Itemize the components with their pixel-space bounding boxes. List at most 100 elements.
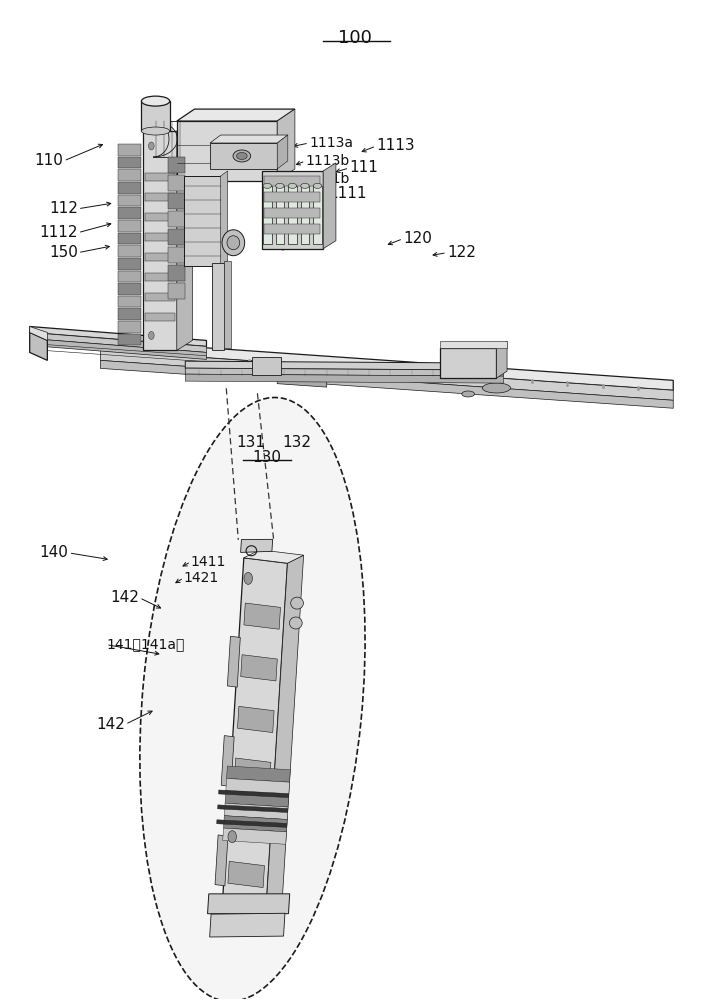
Text: 140: 140	[40, 545, 69, 560]
Circle shape	[148, 142, 154, 150]
Ellipse shape	[227, 236, 240, 250]
Polygon shape	[168, 265, 185, 281]
Polygon shape	[219, 790, 289, 798]
Polygon shape	[265, 176, 320, 186]
Ellipse shape	[290, 617, 302, 629]
Ellipse shape	[482, 383, 510, 393]
Polygon shape	[143, 131, 177, 350]
Polygon shape	[207, 894, 290, 914]
Polygon shape	[244, 550, 304, 563]
Text: 132: 132	[282, 435, 311, 450]
Ellipse shape	[290, 597, 303, 609]
Text: 100: 100	[338, 29, 372, 47]
Polygon shape	[226, 778, 290, 795]
Polygon shape	[168, 211, 185, 227]
Polygon shape	[222, 558, 288, 916]
Polygon shape	[145, 193, 175, 201]
Polygon shape	[253, 357, 280, 375]
Text: 200: 200	[300, 220, 329, 235]
Polygon shape	[100, 360, 673, 408]
Text: 130: 130	[252, 450, 281, 465]
Polygon shape	[177, 109, 295, 121]
Polygon shape	[228, 861, 265, 888]
Polygon shape	[168, 229, 185, 245]
Polygon shape	[231, 810, 268, 836]
Polygon shape	[30, 338, 207, 359]
Polygon shape	[301, 186, 310, 244]
Circle shape	[244, 572, 253, 584]
Text: 142: 142	[111, 590, 139, 605]
Polygon shape	[118, 157, 141, 168]
Polygon shape	[168, 157, 185, 173]
Text: 1113: 1113	[376, 138, 415, 153]
Ellipse shape	[313, 183, 322, 188]
Circle shape	[148, 331, 154, 339]
Polygon shape	[227, 636, 240, 687]
Polygon shape	[185, 361, 503, 370]
Polygon shape	[262, 171, 323, 249]
Polygon shape	[221, 171, 228, 266]
Ellipse shape	[222, 230, 245, 256]
Polygon shape	[145, 313, 175, 320]
Polygon shape	[30, 332, 207, 352]
Polygon shape	[30, 332, 48, 360]
Text: 120: 120	[403, 231, 432, 246]
Polygon shape	[224, 803, 288, 819]
Polygon shape	[238, 706, 274, 733]
Polygon shape	[185, 374, 503, 383]
Text: 1112: 1112	[39, 225, 78, 240]
Polygon shape	[225, 791, 289, 807]
Polygon shape	[277, 135, 288, 169]
Polygon shape	[265, 224, 320, 234]
Polygon shape	[224, 816, 288, 832]
Polygon shape	[263, 186, 271, 244]
Ellipse shape	[233, 150, 251, 162]
Polygon shape	[277, 369, 327, 387]
Polygon shape	[209, 913, 285, 937]
Polygon shape	[234, 758, 271, 784]
Polygon shape	[241, 655, 278, 681]
Text: 1411: 1411	[191, 555, 226, 569]
Text: 131: 131	[236, 435, 265, 450]
Polygon shape	[118, 195, 141, 206]
Text: 110: 110	[35, 153, 64, 168]
Polygon shape	[440, 348, 496, 378]
Polygon shape	[118, 258, 141, 270]
Polygon shape	[145, 233, 175, 241]
Text: 1421: 1421	[184, 571, 219, 585]
Text: 122: 122	[447, 245, 476, 260]
Polygon shape	[118, 169, 141, 181]
Polygon shape	[323, 163, 336, 249]
Polygon shape	[118, 245, 141, 257]
Polygon shape	[244, 603, 280, 629]
Polygon shape	[118, 182, 141, 194]
Polygon shape	[210, 143, 277, 169]
Polygon shape	[145, 213, 175, 221]
Polygon shape	[226, 766, 290, 782]
Text: 1113b: 1113b	[305, 154, 350, 168]
Polygon shape	[145, 253, 175, 261]
Polygon shape	[118, 233, 141, 244]
Ellipse shape	[301, 183, 310, 188]
Polygon shape	[440, 341, 507, 348]
Text: 113: 113	[210, 138, 239, 153]
Polygon shape	[313, 186, 322, 244]
Ellipse shape	[141, 96, 170, 106]
Polygon shape	[118, 321, 141, 333]
Polygon shape	[217, 820, 287, 827]
Polygon shape	[288, 186, 297, 244]
Ellipse shape	[140, 397, 365, 1000]
Text: 121: 121	[290, 238, 319, 253]
Ellipse shape	[288, 183, 297, 188]
Polygon shape	[118, 207, 141, 219]
Polygon shape	[241, 539, 273, 552]
Polygon shape	[266, 555, 304, 916]
Polygon shape	[168, 175, 185, 191]
Ellipse shape	[275, 183, 284, 188]
Polygon shape	[210, 135, 288, 143]
Polygon shape	[118, 296, 141, 307]
Polygon shape	[277, 109, 295, 181]
Polygon shape	[145, 293, 175, 301]
Polygon shape	[224, 261, 231, 348]
Text: 112: 112	[49, 201, 78, 216]
